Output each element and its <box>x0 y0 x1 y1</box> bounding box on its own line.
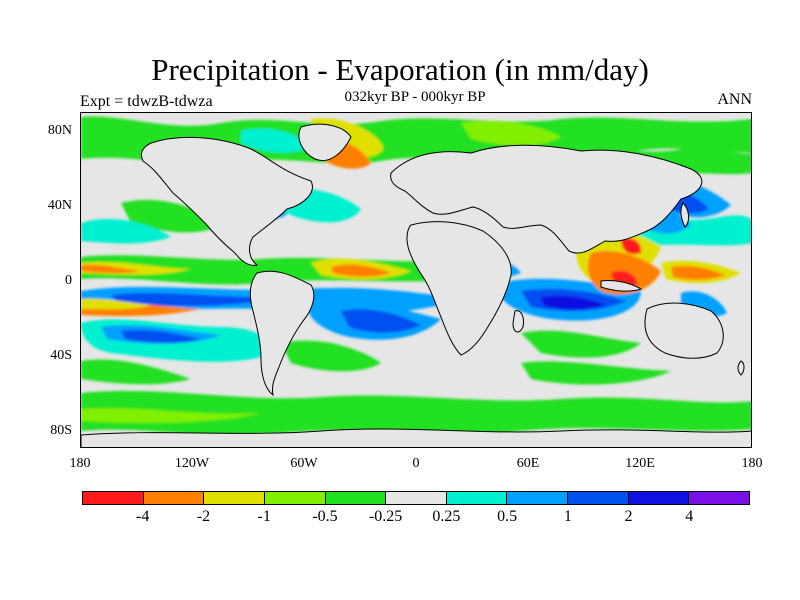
colorbar-tick-label: 1 <box>563 508 572 525</box>
lon-tick-label: 120E <box>625 456 655 471</box>
colorbar-cell <box>143 492 205 504</box>
season-label: ANN <box>717 91 752 108</box>
colorbar-cell <box>204 492 265 504</box>
lat-tick-label: 40S <box>50 348 72 363</box>
colorbar-tick-label: -1 <box>257 508 271 525</box>
lon-tick-label: 120W <box>174 456 210 471</box>
map-panel <box>80 112 752 448</box>
colorbar-cell <box>446 492 508 504</box>
lon-tick-label: 60W <box>290 456 318 471</box>
north-america <box>140 136 313 266</box>
greenland <box>298 123 352 161</box>
colorbar-cell <box>325 492 387 504</box>
colorbar-tick-label: 0.25 <box>432 508 461 525</box>
colorbar-tick-label: -0.25 <box>368 508 403 525</box>
new-zealand <box>737 360 745 376</box>
lon-tick-label: 180 <box>741 456 763 471</box>
colorbar-tick-label: 0.5 <box>497 508 518 525</box>
lat-tick-label: 80S <box>50 423 72 438</box>
colorbar-tick-label: -4 <box>136 508 150 525</box>
lon-tick-label: 0 <box>412 456 420 471</box>
madagascar <box>512 310 524 333</box>
colorbar-tick-label: 2 <box>624 508 633 525</box>
lon-tick-label: 180 <box>69 456 91 471</box>
chart-subtitle: 032kyr BP - 000kyr BP <box>344 89 486 105</box>
experiment-label: Expt = tdwzB-tdwza <box>80 93 213 110</box>
colorbar-cell <box>507 492 569 504</box>
colorbar-cell <box>689 492 750 504</box>
map-canvas <box>81 113 751 447</box>
indonesia <box>600 280 643 292</box>
lat-tick-label: 0 <box>65 273 72 288</box>
colorbar-cell <box>83 492 144 504</box>
colorbar-cell <box>568 492 629 504</box>
colorbar-tick-label: 4 <box>685 508 694 525</box>
colorbar-cell <box>628 492 690 504</box>
antarctica <box>81 428 751 447</box>
colorbar-cell <box>264 492 326 504</box>
colorbar-cell <box>386 492 447 504</box>
lat-tick-label: 40N <box>47 198 72 213</box>
africa <box>406 221 512 356</box>
lat-tick-label: 80N <box>47 123 72 138</box>
australia <box>644 302 724 359</box>
chart-title: Precipitation - Evaporation (in mm/day) <box>151 52 649 87</box>
colorbar-tick-label: -0.5 <box>312 508 338 525</box>
colorbar-tick-label: -2 <box>196 508 211 525</box>
europe-asia <box>390 144 703 254</box>
south-america <box>249 270 315 397</box>
continents <box>81 123 751 447</box>
colorbar <box>82 491 750 505</box>
anomaly-fields <box>81 116 751 436</box>
lon-tick-label: 60E <box>516 456 540 471</box>
japan <box>680 202 690 228</box>
